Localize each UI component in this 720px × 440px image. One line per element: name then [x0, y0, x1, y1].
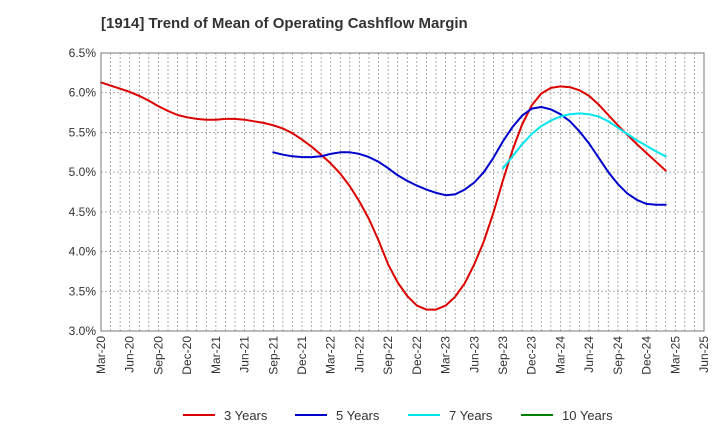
y-tick-label: 3.5% [69, 284, 97, 298]
y-tick-label: 6.5% [69, 46, 97, 60]
x-tick-label: Jun-23 [467, 336, 481, 373]
y-tick-label: 4.5% [69, 205, 97, 219]
x-tick-label: Mar-25 [668, 336, 682, 374]
x-tick-label: Mar-24 [553, 336, 567, 374]
x-tick-label: Jun-21 [238, 336, 252, 373]
legend-label-0: 3 Years [224, 408, 268, 423]
legend-label-1: 5 Years [336, 408, 380, 423]
chart-title: [1914] Trend of Mean of Operating Cashfl… [101, 15, 468, 32]
x-tick-label: Sep-21 [266, 336, 280, 375]
x-tick-label: Dec-24 [640, 336, 654, 375]
plot-background [101, 53, 704, 331]
x-tick-label: Jun-24 [582, 336, 596, 373]
x-tick-label: Dec-23 [525, 336, 539, 375]
legend-label-2: 7 Years [449, 408, 493, 423]
legend-label-3: 10 Years [562, 408, 613, 423]
legend: 3 Years 5 Years 7 Years 10 Years [183, 408, 613, 423]
x-tick-label: Mar-22 [324, 336, 338, 374]
x-tick-label: Jun-25 [697, 336, 711, 373]
x-tick-label: Sep-23 [496, 336, 510, 375]
series-line-2 [502, 112, 667, 170]
axis-layer: 3.0% 3.5% 4.0% 4.5% 5.0% 5.5% 6.0% 6.5% Mar-20 Ju… [69, 46, 711, 375]
x-tick-label: Dec-20 [180, 336, 194, 375]
y-tick-label: 5.0% [69, 165, 97, 179]
x-tick-label: Dec-21 [295, 336, 309, 375]
x-tick-label: Sep-22 [381, 336, 395, 375]
x-tick-label: Mar-23 [439, 336, 453, 374]
series-line-0 [100, 81, 667, 311]
y-tick-label: 5.5% [69, 125, 97, 139]
plot-frame [100, 52, 705, 332]
x-tick-label: Sep-24 [611, 336, 625, 375]
x-tick-label: Dec-22 [410, 336, 424, 375]
x-tick-label: Sep-20 [151, 336, 165, 375]
series-layer [100, 81, 667, 311]
x-tick-label: Mar-21 [209, 336, 223, 374]
y-tick-label: 6.0% [69, 86, 97, 100]
y-tick-label: 4.0% [69, 245, 97, 259]
y-tick-label: 3.0% [69, 324, 97, 338]
x-tick-label: Jun-20 [123, 336, 137, 373]
x-tick-label: Jun-22 [352, 336, 366, 373]
series-line-1 [272, 106, 667, 206]
x-tick-label: Mar-20 [94, 336, 108, 374]
grid-layer [101, 53, 704, 331]
